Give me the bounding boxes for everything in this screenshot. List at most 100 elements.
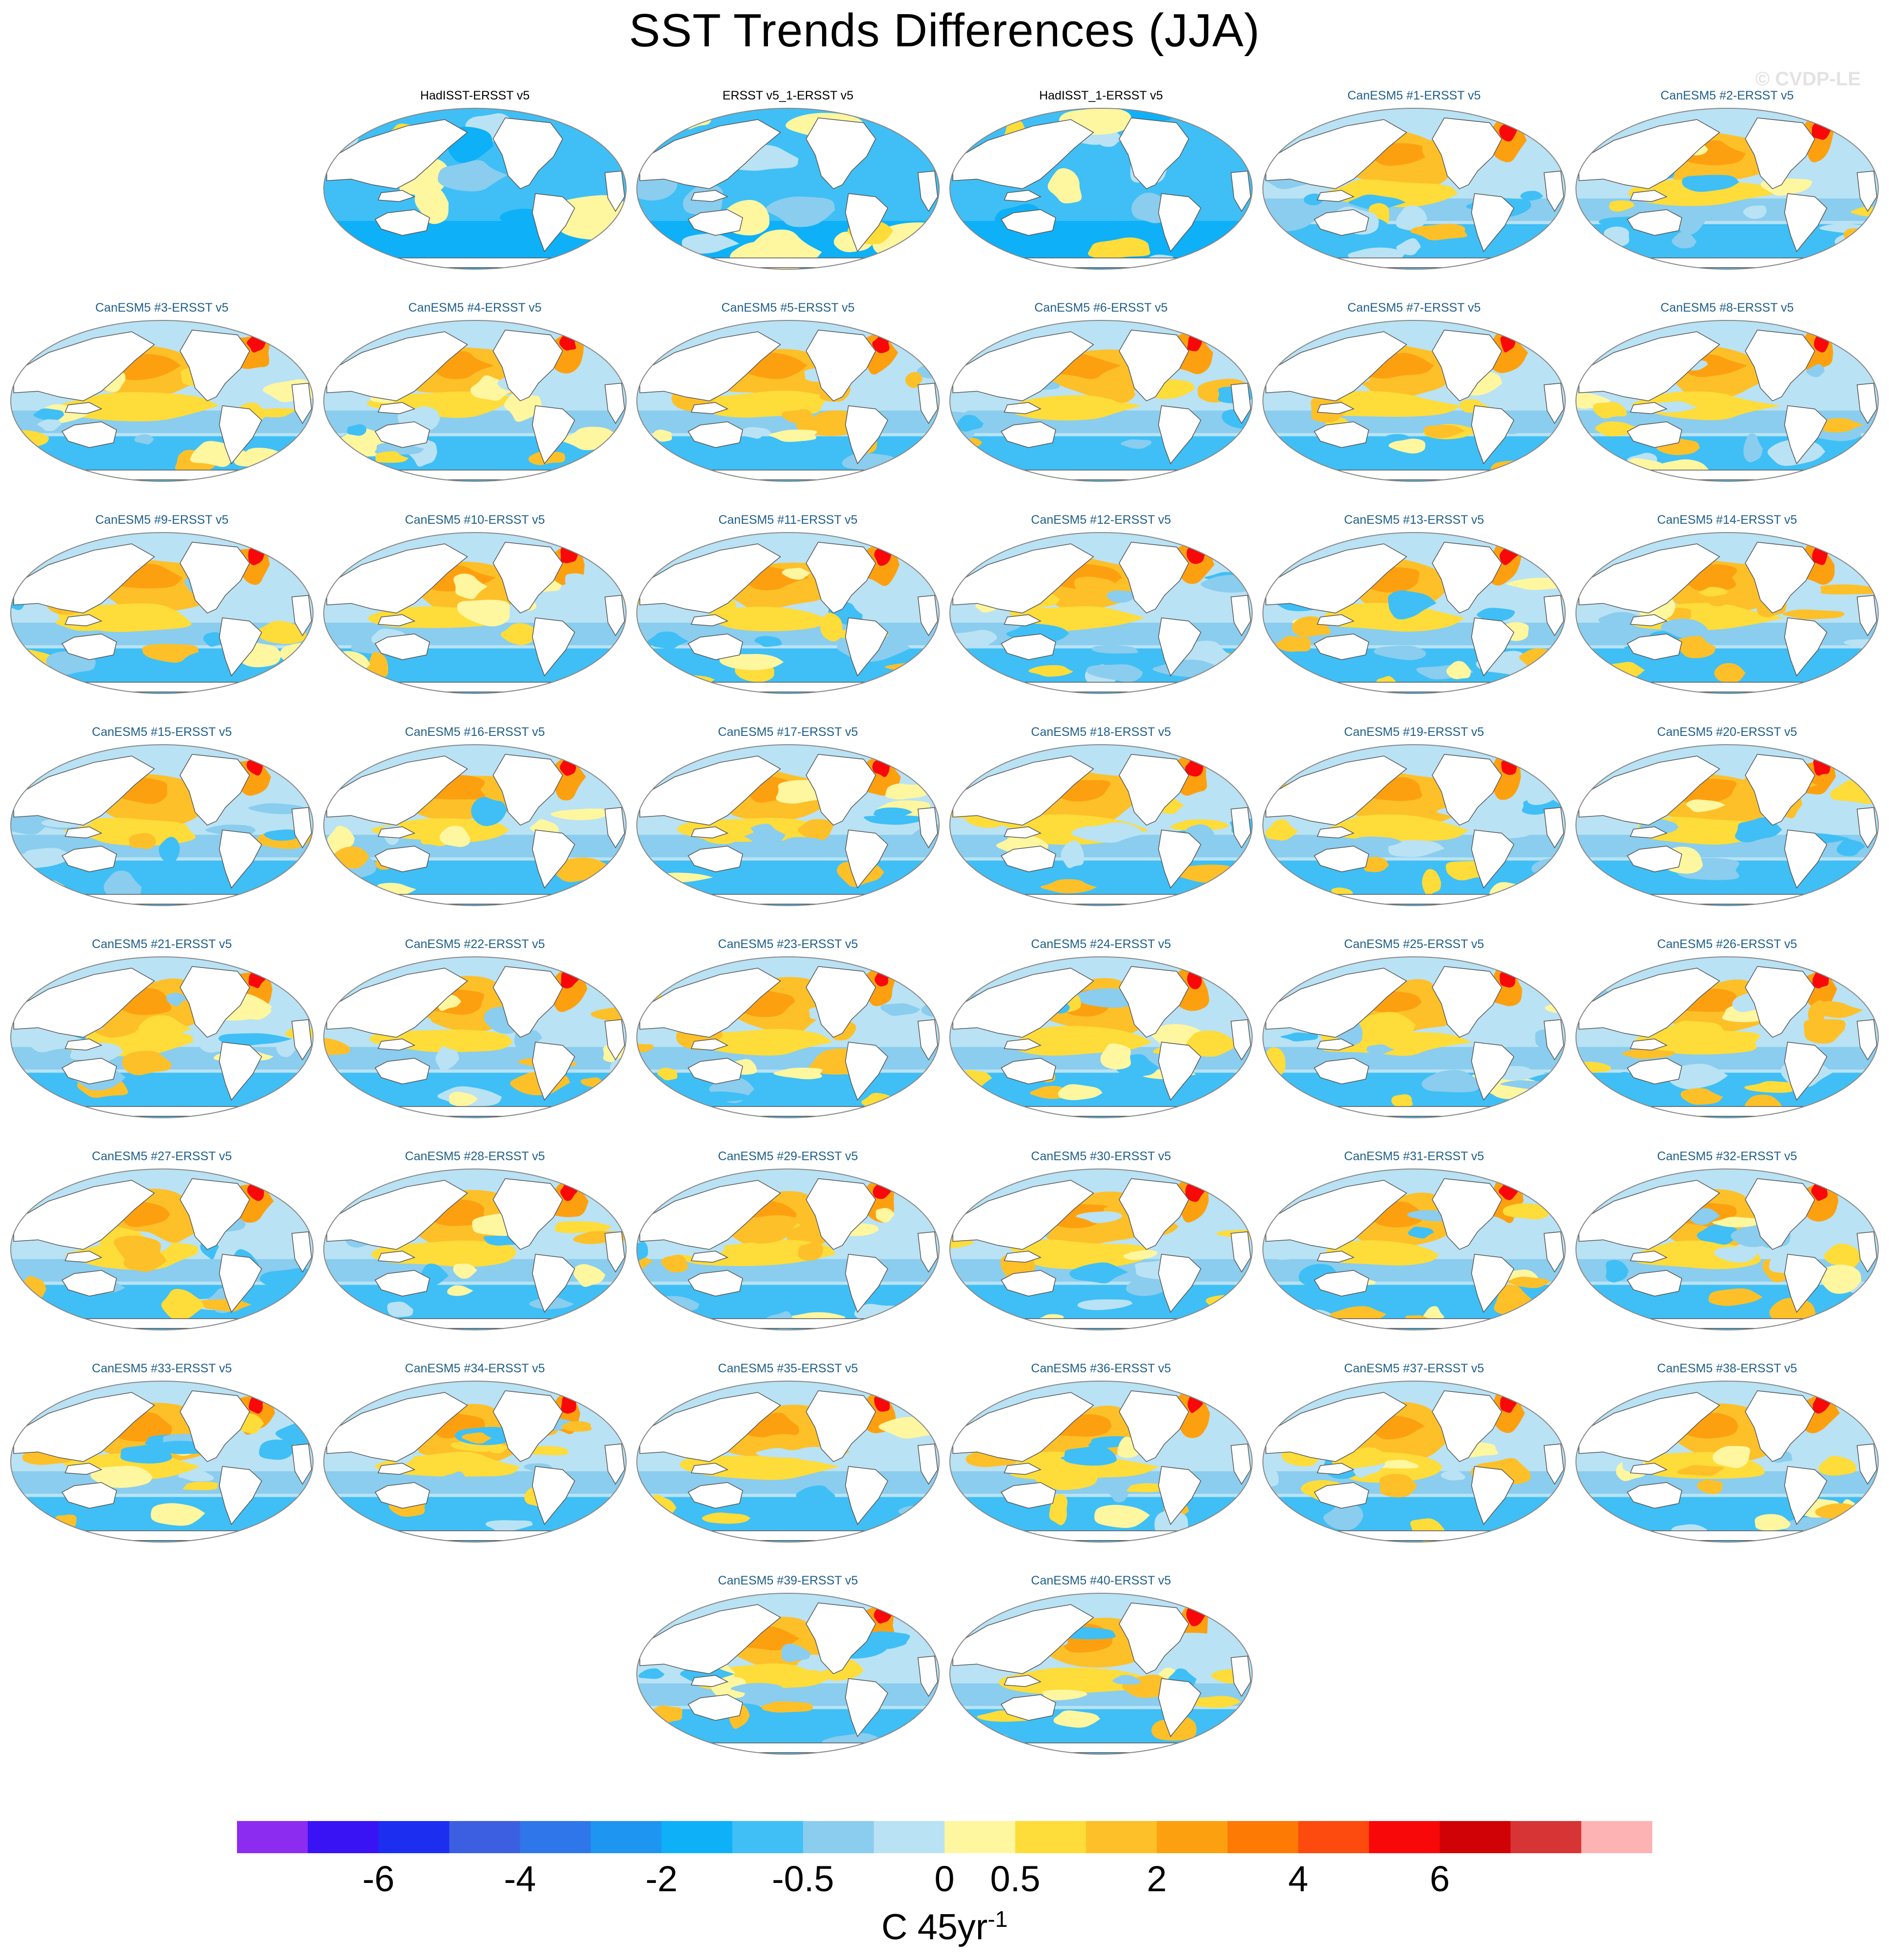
panel-title: CanESM5 #13-ERSST v5 [1344, 513, 1484, 527]
landmass [377, 402, 415, 415]
landmass [1543, 807, 1564, 849]
landmass [1119, 966, 1189, 1038]
map-panel [11, 745, 313, 906]
map-outline [636, 956, 940, 1118]
landmass [1119, 118, 1189, 189]
landmass [952, 968, 1094, 1038]
landmass [326, 755, 468, 826]
landmass [806, 1603, 876, 1674]
panel-title: CanESM5 #8-ERSST v5 [1660, 301, 1794, 315]
map-panel [11, 1381, 313, 1542]
landmass [179, 1390, 250, 1462]
landmass [326, 543, 468, 614]
landmass [1432, 1390, 1502, 1462]
landmass [61, 634, 117, 660]
panel-title: CanESM5 #11-ERSST v5 [718, 513, 858, 527]
landmass [1265, 1180, 1407, 1250]
landmass [377, 826, 415, 839]
landmass [1158, 193, 1201, 253]
panel-title: CanESM5 #34-ERSST v5 [405, 1362, 545, 1375]
landmass [1578, 968, 1720, 1038]
landmass [917, 382, 938, 424]
landmass [64, 826, 102, 839]
landmass [1001, 846, 1056, 872]
landmass [604, 594, 625, 636]
landmass [604, 382, 625, 424]
landmass [1158, 1042, 1201, 1101]
landmass [952, 543, 1094, 614]
landmass [1004, 614, 1042, 627]
landmass [13, 755, 155, 826]
map-outline [1575, 744, 1879, 906]
landmass [492, 1178, 563, 1250]
landmass [1001, 634, 1056, 660]
panel-title: CanESM5 #18-ERSST v5 [1031, 725, 1171, 739]
map-panel [1263, 957, 1565, 1118]
landmass [845, 193, 888, 253]
landmass [61, 1482, 117, 1509]
landmass [917, 170, 938, 212]
landmass [1432, 330, 1502, 401]
map-outline [323, 320, 627, 482]
panel-title: CanESM5 #24-ERSST v5 [1031, 937, 1171, 951]
map-panel [11, 1169, 313, 1330]
landmass [13, 543, 155, 614]
landmass [639, 1180, 781, 1250]
landmass [639, 1392, 781, 1462]
map-panel [637, 1593, 939, 1754]
landmass [917, 1443, 938, 1485]
landmass [806, 1390, 876, 1462]
landmass [377, 190, 415, 202]
landmass [1317, 190, 1355, 202]
landmass [1432, 118, 1502, 189]
landmass [806, 542, 876, 614]
landmass [1265, 119, 1407, 189]
landmass [492, 1390, 563, 1462]
landmass [326, 968, 468, 1038]
colorbar-bin [237, 1821, 308, 1853]
landmass [1745, 1178, 1815, 1250]
map-outline [1262, 744, 1566, 906]
landmass [291, 382, 312, 424]
landmass [604, 1019, 625, 1061]
panel-title: CanESM5 #9-ERSST v5 [95, 513, 229, 527]
landmass [1119, 1178, 1189, 1250]
map-outline [636, 1593, 940, 1755]
landmass [845, 1678, 888, 1738]
landmass [1119, 1603, 1189, 1674]
landmass [1001, 1270, 1056, 1297]
landmass [1856, 1231, 1877, 1273]
landmass [1745, 330, 1815, 401]
landmass [1230, 170, 1251, 212]
landmass [688, 1694, 743, 1721]
landmass [1432, 966, 1502, 1038]
landmass [952, 1180, 1094, 1250]
map-outline [949, 744, 1253, 906]
colorbar-bin [803, 1821, 874, 1853]
map-outline [1575, 956, 1879, 1118]
landmass [179, 1178, 250, 1250]
landmass [1630, 1038, 1668, 1051]
landmass [1745, 754, 1815, 826]
landmass [952, 331, 1094, 401]
landmass [639, 331, 781, 401]
panel-title: ERSST v5_1-ERSST v5 [722, 89, 854, 102]
landmass [845, 1466, 888, 1525]
landmass [374, 209, 430, 236]
colorbar-bin [661, 1821, 733, 1853]
landmass [61, 846, 117, 872]
map-panel [637, 745, 939, 906]
landmass [326, 1392, 468, 1462]
landmass [492, 330, 563, 401]
map-panel [950, 533, 1252, 693]
landmass [1004, 1038, 1042, 1051]
map-panel [637, 1169, 939, 1330]
colorbar-bin [1439, 1821, 1511, 1853]
map-outline [949, 1593, 1253, 1755]
landmass [690, 1675, 728, 1687]
landmass [532, 193, 575, 253]
landmass [1630, 190, 1668, 202]
landmass [1265, 755, 1407, 826]
panel-title: CanESM5 #36-ERSST v5 [1031, 1362, 1171, 1375]
